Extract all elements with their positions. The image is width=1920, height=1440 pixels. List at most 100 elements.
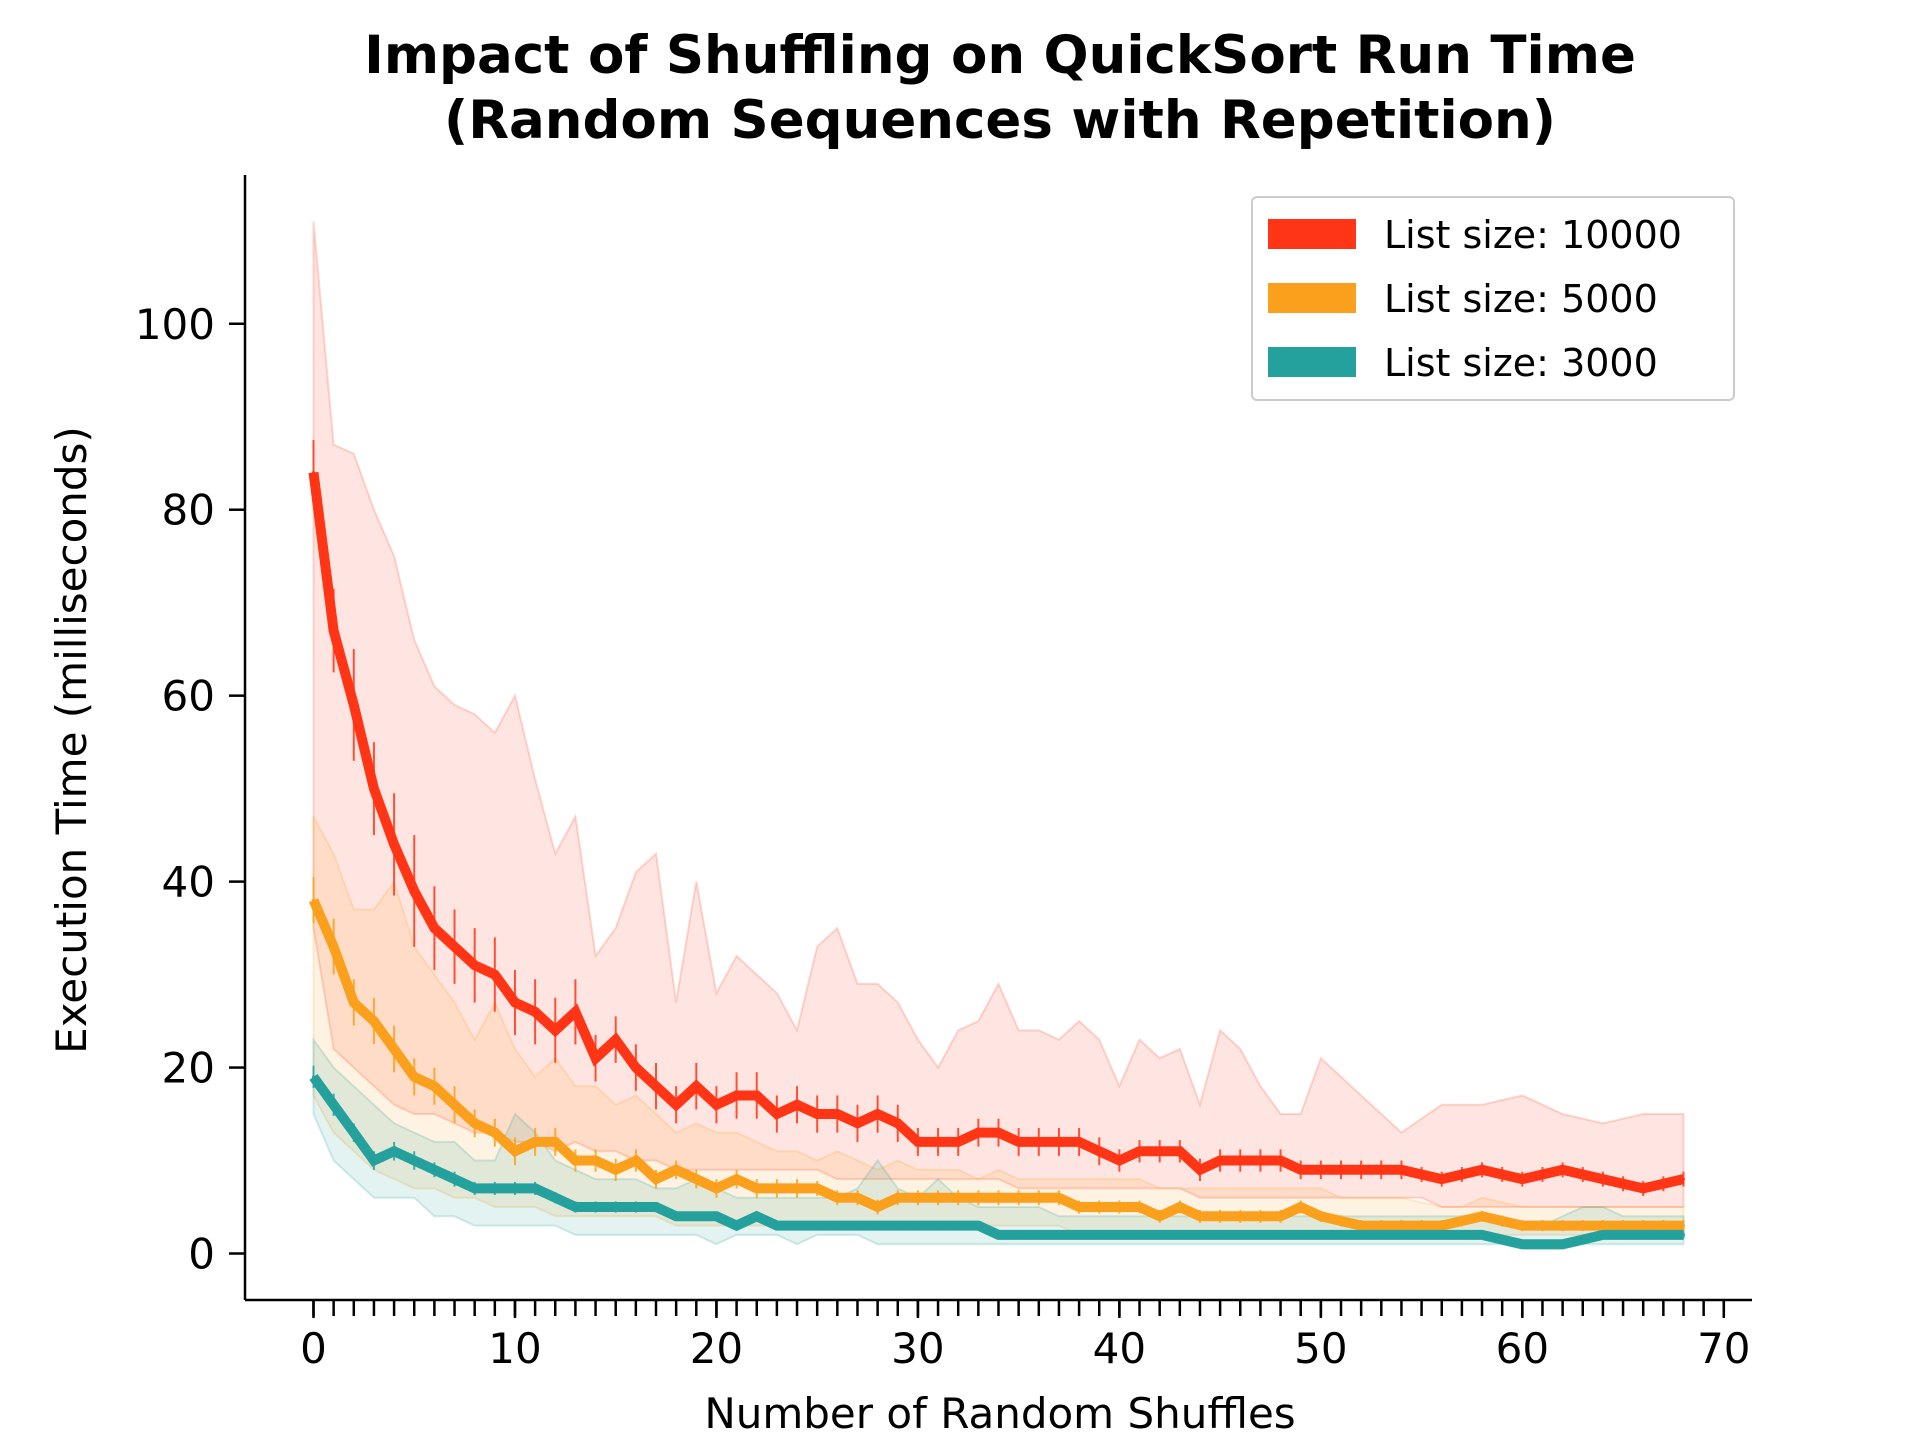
data-point-series-1 <box>835 1196 839 1200</box>
data-point-series-0 <box>1198 1168 1202 1172</box>
data-point-series-0 <box>775 1112 779 1116</box>
data-point-series-2 <box>1399 1233 1403 1237</box>
data-point-series-1 <box>1218 1214 1222 1218</box>
data-point-series-0 <box>936 1140 940 1144</box>
data-point-series-0 <box>553 1028 557 1032</box>
x-tick-label: 0 <box>300 1324 327 1373</box>
data-point-series-1 <box>654 1177 658 1181</box>
data-point-series-0 <box>392 842 396 846</box>
data-point-series-0 <box>614 1038 618 1042</box>
data-point-series-0 <box>1500 1172 1504 1176</box>
data-point-series-1 <box>1037 1196 1041 1200</box>
data-point-series-0 <box>1601 1177 1605 1181</box>
data-point-series-1 <box>755 1186 759 1190</box>
data-point-series-1 <box>815 1186 819 1190</box>
data-point-series-0 <box>473 963 477 967</box>
legend-swatch-0 <box>1268 219 1356 249</box>
data-point-series-0 <box>432 926 436 930</box>
data-point-series-0 <box>1057 1140 1061 1144</box>
x-tick-label: 70 <box>1697 1324 1750 1373</box>
legend-label-2: List size: 3000 <box>1384 341 1658 385</box>
data-point-series-2 <box>1057 1233 1061 1237</box>
data-point-series-1 <box>1399 1224 1403 1228</box>
band-series-0 <box>312 221 1685 1208</box>
data-point-series-0 <box>453 945 457 949</box>
data-point-series-1 <box>1661 1224 1665 1228</box>
y-axis-label: Execution Time (milliseconds) <box>47 426 96 1054</box>
data-point-series-1 <box>714 1186 718 1190</box>
data-point-series-2 <box>795 1224 799 1228</box>
data-point-series-2 <box>533 1186 537 1190</box>
data-point-series-2 <box>1641 1233 1645 1237</box>
data-point-series-1 <box>453 1103 457 1107</box>
data-point-series-0 <box>412 889 416 893</box>
data-point-series-0 <box>1682 1177 1685 1181</box>
data-point-series-0 <box>1540 1172 1544 1176</box>
data-point-series-2 <box>614 1205 618 1209</box>
data-point-series-1 <box>1339 1219 1343 1223</box>
data-point-series-2 <box>1077 1233 1081 1237</box>
data-point-series-2 <box>1460 1233 1464 1237</box>
data-point-series-1 <box>1158 1214 1162 1218</box>
data-point-series-2 <box>332 1103 336 1107</box>
data-point-series-1 <box>1379 1224 1383 1228</box>
data-point-series-2 <box>493 1186 497 1190</box>
data-point-series-0 <box>1238 1159 1242 1163</box>
data-point-series-0 <box>896 1121 900 1125</box>
data-point-series-0 <box>714 1103 718 1107</box>
data-point-series-1 <box>1117 1205 1121 1209</box>
data-point-series-2 <box>1540 1242 1544 1246</box>
data-point-series-1 <box>855 1196 859 1200</box>
data-point-series-0 <box>997 1131 1000 1135</box>
series-lines <box>308 471 1685 1250</box>
data-point-series-2 <box>735 1224 739 1228</box>
data-point-series-0 <box>1359 1168 1363 1172</box>
data-point-series-2 <box>1037 1233 1041 1237</box>
data-point-series-0 <box>573 1010 577 1014</box>
chart-title-line-1: Impact of Shuffling on QuickSort Run Tim… <box>364 25 1636 86</box>
data-point-series-2 <box>1581 1238 1585 1242</box>
data-point-series-0 <box>1480 1168 1484 1172</box>
data-point-series-2 <box>997 1233 1000 1237</box>
data-point-series-0 <box>694 1084 698 1088</box>
data-point-series-0 <box>1460 1172 1464 1176</box>
x-tick-label: 30 <box>891 1324 944 1373</box>
data-point-series-1 <box>553 1140 557 1144</box>
data-point-series-1 <box>1319 1214 1323 1218</box>
data-point-series-0 <box>654 1084 658 1088</box>
y-tick-label: 40 <box>162 858 215 907</box>
data-point-series-1 <box>372 1019 376 1023</box>
data-point-series-2 <box>573 1205 577 1209</box>
data-point-series-0 <box>312 471 315 475</box>
x-axis-label: Number of Random Shuffles <box>704 1389 1295 1438</box>
data-point-series-2 <box>1359 1233 1363 1237</box>
data-point-series-0 <box>795 1103 799 1107</box>
data-point-series-2 <box>312 1075 315 1079</box>
data-point-series-2 <box>1117 1233 1121 1237</box>
data-point-series-0 <box>1258 1159 1262 1163</box>
data-point-series-2 <box>553 1196 557 1200</box>
data-point-series-2 <box>1319 1233 1323 1237</box>
data-point-series-0 <box>1097 1149 1101 1153</box>
data-point-series-1 <box>312 898 315 902</box>
data-point-series-1 <box>997 1196 1000 1200</box>
data-point-series-1 <box>573 1159 577 1163</box>
data-point-series-1 <box>1198 1214 1202 1218</box>
legend-swatch-1 <box>1268 283 1356 313</box>
data-point-series-0 <box>876 1112 880 1116</box>
data-point-series-1 <box>1682 1224 1685 1228</box>
data-point-series-1 <box>1420 1224 1424 1228</box>
data-point-series-2 <box>634 1205 638 1209</box>
data-point-series-1 <box>1581 1224 1585 1228</box>
data-point-series-0 <box>1420 1172 1424 1176</box>
data-point-series-2 <box>1500 1238 1504 1242</box>
data-point-series-0 <box>1339 1168 1343 1172</box>
data-point-series-0 <box>815 1112 819 1116</box>
data-point-series-0 <box>513 1000 517 1004</box>
data-point-series-2 <box>1440 1233 1444 1237</box>
data-point-series-0 <box>735 1093 739 1097</box>
data-point-series-0 <box>1218 1159 1222 1163</box>
data-point-series-2 <box>1480 1233 1484 1237</box>
data-point-series-1 <box>674 1168 678 1172</box>
